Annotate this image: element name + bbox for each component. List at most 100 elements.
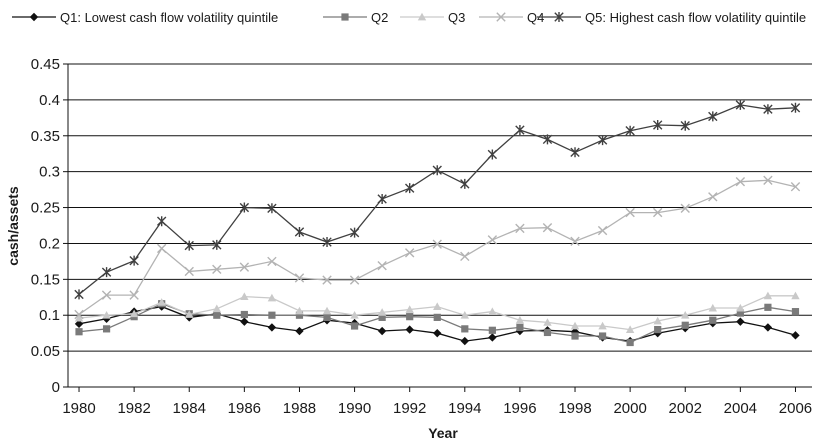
data-point: [433, 328, 442, 338]
x-tick-label: 1986: [228, 400, 261, 417]
data-point: [322, 237, 332, 248]
legend-swatch-marker: [496, 12, 506, 22]
data-point: [432, 239, 442, 249]
x-tick-label: 1992: [393, 400, 426, 417]
data-point: [708, 303, 717, 312]
y-tick-label: 0.4: [39, 92, 60, 109]
data-point: [764, 303, 772, 311]
series-4: [74, 175, 801, 320]
data-point: [763, 323, 773, 332]
legend-item: Q2: [323, 10, 388, 25]
data-point: [680, 120, 690, 131]
data-point: [240, 317, 249, 326]
data-point: [570, 321, 580, 330]
data-point: [156, 243, 167, 254]
x-tick-label: 1996: [503, 400, 536, 417]
legend-item: Q5: Highest cash flow volatility quintil…: [537, 10, 806, 25]
data-point: [763, 104, 773, 115]
x-tick-label: 1990: [338, 400, 371, 417]
data-point: [543, 328, 552, 337]
x-tick-label: 2006: [779, 400, 812, 417]
x-tick-label: 1994: [448, 400, 481, 417]
data-point: [185, 310, 194, 318]
data-point: [405, 305, 414, 313]
data-point: [542, 222, 553, 233]
data-point: [708, 111, 718, 122]
data-point: [571, 332, 579, 340]
y-tick-label: 0.35: [31, 128, 60, 145]
data-point: [377, 308, 387, 316]
data-point: [735, 99, 746, 110]
series-line: [78, 104, 796, 295]
data-point: [377, 193, 387, 204]
data-point: [74, 313, 84, 322]
data-point: [156, 216, 167, 227]
x-tick-label: 1984: [173, 400, 206, 417]
data-point: [652, 207, 663, 218]
data-point: [709, 316, 717, 324]
data-point: [433, 313, 441, 321]
data-point: [708, 192, 718, 202]
y-tick-label: 0.15: [31, 271, 60, 288]
data-point: [791, 291, 800, 300]
data-point: [736, 309, 744, 317]
data-point: [350, 311, 359, 319]
data-point: [212, 304, 221, 313]
axes: [67, 64, 812, 392]
data-point: [653, 316, 662, 325]
x-tick-label: 1982: [117, 400, 150, 417]
data-point: [790, 102, 801, 113]
x-tick-label: 1980: [62, 400, 95, 417]
data-point: [295, 311, 304, 319]
data-point: [460, 311, 469, 319]
legend-label: Q5: Highest cash flow volatility quintil…: [585, 10, 806, 25]
data-point: [378, 313, 386, 321]
data-point: [460, 336, 469, 346]
legend-item: Q1: Lowest cash flow volatility quintile: [12, 10, 278, 25]
data-point: [736, 317, 745, 326]
y-tick-label: 0.25: [31, 200, 60, 217]
data-point: [212, 264, 222, 274]
data-point: [487, 149, 498, 160]
data-point: [268, 311, 276, 319]
legend-swatch-marker: [554, 12, 564, 22]
y-tick-label: 0: [52, 379, 60, 396]
legend-label: Q4: [527, 10, 544, 25]
data-point: [515, 125, 525, 136]
data-point: [157, 298, 166, 306]
legend-swatch-marker: [29, 12, 39, 22]
data-point: [488, 333, 497, 342]
data-point: [625, 125, 635, 136]
data-point: [460, 251, 470, 262]
data-point: [681, 321, 689, 329]
data-point: [101, 267, 112, 278]
x-tick-label: 1988: [283, 400, 316, 417]
data-point: [267, 203, 277, 214]
data-point: [654, 325, 662, 334]
y-tick-label: 0.1: [39, 307, 60, 324]
series-5: [74, 99, 801, 300]
legend-label: Q1: Lowest cash flow volatility quintile: [60, 10, 278, 25]
y-tick-labels: 0 0.05 0.1 0.15 0.2 0.25 0.3 0.35 0.4 0.45: [31, 56, 60, 396]
data-point: [433, 302, 442, 311]
x-tick-label: 1998: [558, 400, 591, 417]
data-point: [790, 182, 801, 192]
data-point: [350, 322, 359, 330]
series-layer: [74, 99, 801, 347]
data-point: [625, 207, 635, 218]
data-point: [322, 306, 332, 315]
data-point: [515, 223, 525, 234]
data-point: [349, 275, 360, 285]
legend-label: Q2: [371, 10, 388, 25]
x-tick-label: 2004: [724, 400, 757, 417]
data-point: [101, 290, 112, 300]
data-point: [102, 311, 111, 319]
data-point: [184, 266, 194, 277]
data-point: [542, 134, 553, 145]
data-point: [763, 175, 773, 185]
legend-swatch-marker: [417, 12, 427, 21]
data-point: [75, 328, 83, 336]
x-tick-label: 2002: [669, 400, 702, 417]
data-point: [267, 293, 277, 302]
